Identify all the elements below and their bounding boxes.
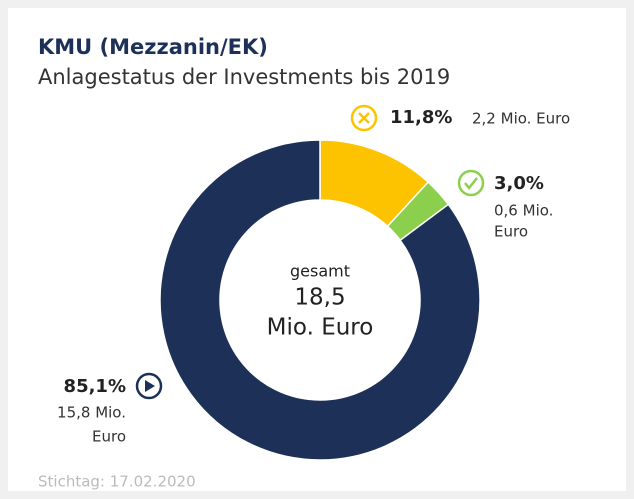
value-label: 3,0% [494, 173, 544, 194]
icon-x [350, 104, 378, 132]
footnote: Stichtag: 17.02.2020 [38, 473, 196, 491]
donut [159, 139, 481, 461]
sub-label: Euro [494, 223, 528, 241]
icon-check [457, 169, 485, 197]
sub-label: 2,2 Mio. Euro [472, 110, 570, 128]
center-unit: Mio. Euro [267, 315, 374, 341]
sub-label: 0,6 Mio. [494, 202, 553, 220]
center-total: 18,5 [294, 285, 345, 311]
chart-subtitle: Anlagestatus der Investments bis 2019 [38, 65, 450, 89]
value-label: 85,1% [64, 376, 126, 397]
slice [159, 139, 481, 461]
chart-title: KMU (Mezzanin/EK) [38, 35, 268, 59]
icon-play [135, 372, 163, 400]
sub-label: 15,8 Mio. [57, 404, 126, 422]
sub-label: Euro [92, 428, 126, 446]
center-label: gesamt [290, 262, 350, 281]
value-label: 11,8% [390, 107, 452, 128]
